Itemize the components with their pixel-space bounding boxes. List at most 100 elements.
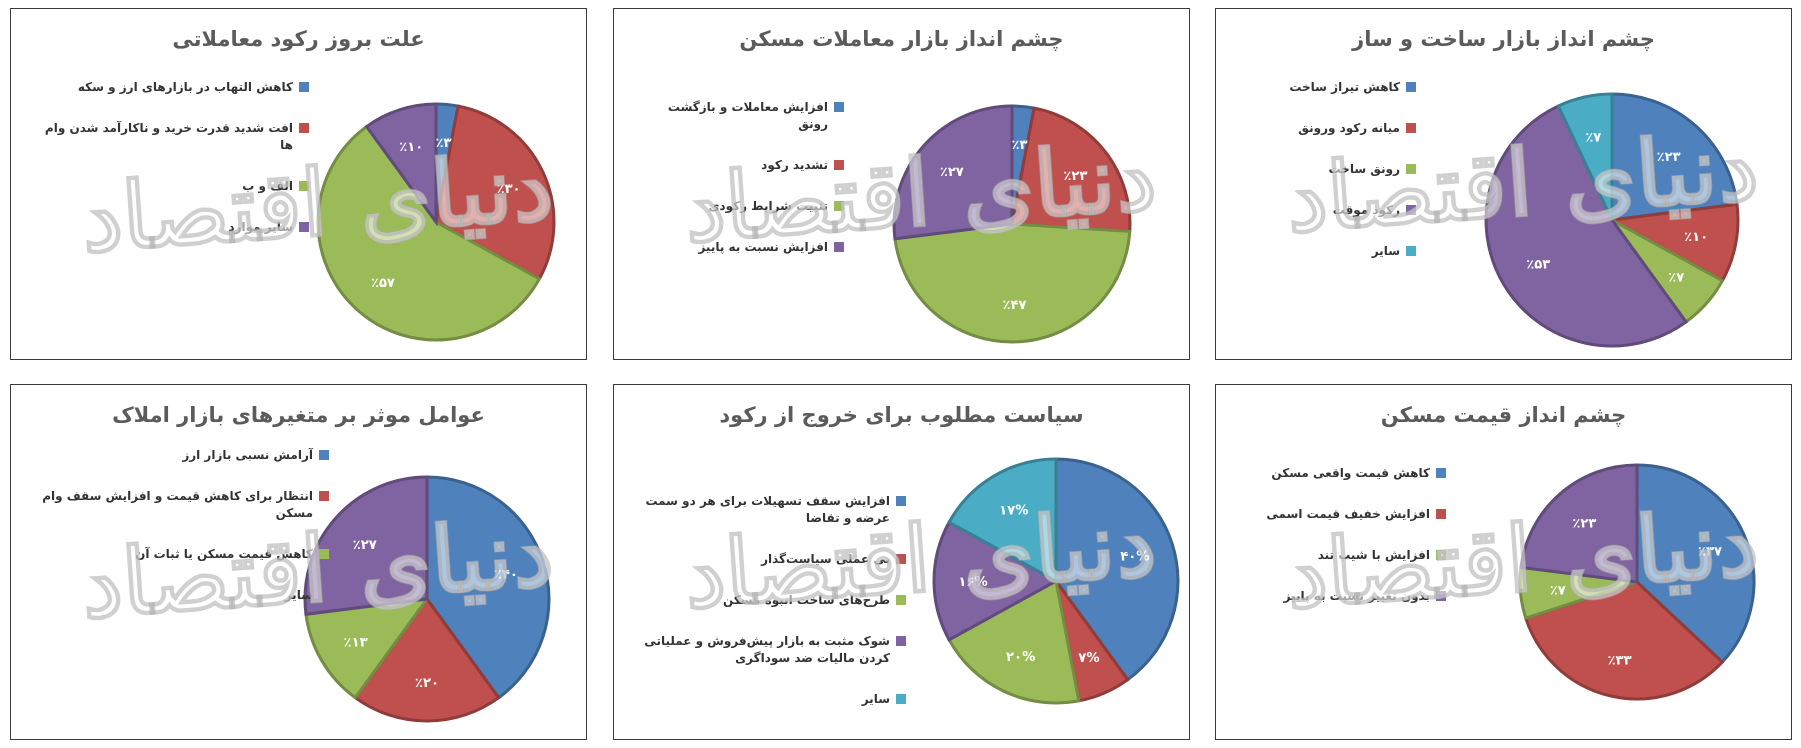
legend-label: انتظار برای کاهش قیمت و افزایش سقف وام م… <box>42 489 313 520</box>
legend-label: افزایش خفیف قیمت اسمی <box>1266 507 1430 521</box>
pie-slice <box>932 520 1060 642</box>
legend-swatch <box>896 636 906 646</box>
legend-label: کاهش قیمت مسکن یا ثبات آن <box>135 547 313 561</box>
legend-item: افزایش با شیب تند <box>1246 547 1446 564</box>
chart-panel-transactions-outlook: چشم انداز بازار معاملات مسکن ٪۳ ٪۲۳ ٪۴۷ ٪۲۷… <box>613 8 1190 360</box>
pie-slice <box>1610 92 1739 222</box>
slice-data-label: ٪۳۰ <box>497 182 521 197</box>
legend-swatch <box>319 590 329 600</box>
legend-label: تثبیت شرایط رکودی <box>708 199 828 213</box>
legend-swatch <box>1406 205 1416 215</box>
legend-swatch <box>299 222 309 232</box>
pie-slice <box>1523 580 1725 701</box>
legend-label: شوک مثبت به بازار پیش‌فروش و عملیاتی کرد… <box>644 634 890 665</box>
chart-panel-influencing-factors: عوامل موثر بر متغیرهای بازار املاک ٪۴۰ ٪۲… <box>10 384 587 740</box>
slice-data-label: ٪۴۷ <box>1003 298 1027 313</box>
chart-legend: کاهش التهاب در بازارهای ارز و سکه افت شدی… <box>39 79 309 260</box>
pie-slice <box>1054 457 1180 682</box>
pie-chart: ٪۲۳ ٪۱۰ ٪۷ ٪۵۳ ٪۷ <box>1484 92 1740 348</box>
pie-slice <box>364 102 438 227</box>
legend-swatch <box>896 496 906 506</box>
chart-legend: کاهش قیمت واقعی مسکن افزایش خفیف قیمت اسم… <box>1246 465 1446 629</box>
legend-item: کاهش تیراژ ساخت <box>1246 79 1416 96</box>
legend-swatch <box>1436 468 1446 478</box>
legend-swatch <box>834 242 844 252</box>
legend-label: آرامش نسبی بازار ارز <box>182 448 313 462</box>
legend-item: رکود موقت <box>1246 202 1416 219</box>
slice-data-label: ۴۰% <box>1120 549 1149 564</box>
legend-label: الف و ب <box>242 179 293 193</box>
pie-slice <box>1607 202 1740 283</box>
legend-label: طرح‌های ساخت انبوه مسکن <box>723 593 890 607</box>
chart-panel-price-outlook: چشم انداز قیمت مسکن ٪۳۷ ٪۳۳ ٪۷ ٪۲۳ کاهش قیم… <box>1215 384 1792 740</box>
legend-label: بدون تغییر نسبت به پاییز <box>1283 589 1430 603</box>
legend-label: سایر موارد <box>228 220 293 234</box>
chart-legend: افزایش معاملات و بازگشت رونق تشدید رکود تث… <box>644 99 844 280</box>
chart-title: چشم انداز بازار معاملات مسکن <box>739 27 1064 51</box>
pie-slice <box>1635 463 1756 665</box>
legend-item: رونق ساخت <box>1246 161 1416 178</box>
legend-item: شوک مثبت به بازار پیش‌فروش و عملیاتی کرد… <box>626 633 906 667</box>
legend-swatch <box>834 160 844 170</box>
pie-slice <box>353 596 501 723</box>
pie-slice <box>1556 92 1614 221</box>
legend-item: الف و ب <box>39 178 309 195</box>
slice-data-label: ٪۵۳ <box>1526 258 1550 273</box>
pie-slice <box>1010 106 1132 234</box>
pie-chart: ٪۳۷ ٪۳۳ ٪۷ ٪۲۳ <box>1518 463 1756 701</box>
legend-label: افت شدید قدرت خرید و ناکارآمد شدن وام ها <box>44 121 293 152</box>
slice-data-label: ٪۲۳ <box>1063 169 1087 184</box>
legend-item: سایر موارد <box>39 219 309 236</box>
slice-data-label: ٪۷ <box>1550 584 1566 599</box>
slice-data-label: ٪۳۷ <box>1698 544 1722 559</box>
legend-swatch <box>1406 164 1416 174</box>
slice-data-label: ۱۶% <box>958 575 987 590</box>
legend-swatch <box>1436 509 1446 519</box>
legend-item: سایر <box>39 587 329 604</box>
legend-item: آرامش نسبی بازار ارز <box>39 447 329 464</box>
slice-data-label: ٪۱۳ <box>344 635 368 650</box>
slice-data-label: ۱۷% <box>999 504 1028 519</box>
pie-chart: ٪۳ ٪۲۳ ٪۴۷ ٪۲۷ <box>892 104 1132 344</box>
legend-label: کاهش قیمت واقعی مسکن <box>1271 466 1430 480</box>
legend-swatch <box>896 694 906 704</box>
slice-data-label: ٪۵۷ <box>371 276 395 291</box>
slice-data-label: ٪۲۷ <box>353 538 377 553</box>
slice-data-label: ٪۲۷ <box>940 165 964 180</box>
legend-item: بدون تغییر نسبت به پاییز <box>1246 588 1446 605</box>
slice-data-label: ٪۷ <box>1585 130 1601 145</box>
legend-swatch <box>299 123 309 133</box>
legend-item: تثبیت شرایط رکودی <box>644 198 844 215</box>
pie-slice <box>316 124 542 342</box>
legend-item: کاهش التهاب در بازارهای ارز و سکه <box>39 79 309 96</box>
chart-legend: کاهش تیراژ ساخت میانه رکود ورونق رونق ساخت… <box>1246 79 1416 284</box>
slice-data-label: ٪۷ <box>1668 271 1684 286</box>
legend-swatch <box>896 554 906 564</box>
legend-label: میانه رکود ورونق <box>1298 121 1400 135</box>
chart-title: عوامل موثر بر متغیرهای بازار املاک <box>112 403 485 427</box>
legend-label: افزایش معاملات و بازگشت رونق <box>667 100 828 131</box>
legend-item: افت شدید قدرت خرید و ناکارآمد شدن وام ها <box>39 120 309 154</box>
legend-label: افزایش سقف تسهیلات برای هر دو سمت عرضه و… <box>645 494 890 525</box>
pie-slice <box>303 475 429 616</box>
legend-label: سایر <box>861 692 890 706</box>
legend-label: سایر <box>1371 244 1400 258</box>
pie-slice <box>947 457 1058 584</box>
slice-data-label: ٪۲۳ <box>1572 516 1596 531</box>
slice-data-label: ٪۱۰ <box>399 140 423 155</box>
slice-data-label: ۲۰% <box>1006 650 1035 665</box>
legend-label: کاهش تیراژ ساخت <box>1289 80 1400 94</box>
chart-title: علت بروز رکود معاملاتی <box>172 27 425 51</box>
pie-slice <box>893 222 1132 344</box>
pie-slice <box>434 104 556 281</box>
legend-item: سایر <box>1246 243 1416 260</box>
legend-label: کاهش التهاب در بازارهای ارز و سکه <box>77 80 293 94</box>
legend-label: افزایش با شیب تند <box>1317 548 1430 562</box>
slice-data-label: ٪۲۳ <box>1657 150 1681 165</box>
legend-swatch <box>319 549 329 559</box>
slice-data-label: ٪۲۰ <box>415 676 439 691</box>
chart-panel-exit-policy: سیاست مطلوب برای خروج از رکود ۴۰% ۷% ۲۰% ۱۶… <box>613 384 1190 740</box>
pie-slice <box>892 104 1014 241</box>
legend-swatch <box>834 102 844 112</box>
legend-swatch <box>834 201 844 211</box>
